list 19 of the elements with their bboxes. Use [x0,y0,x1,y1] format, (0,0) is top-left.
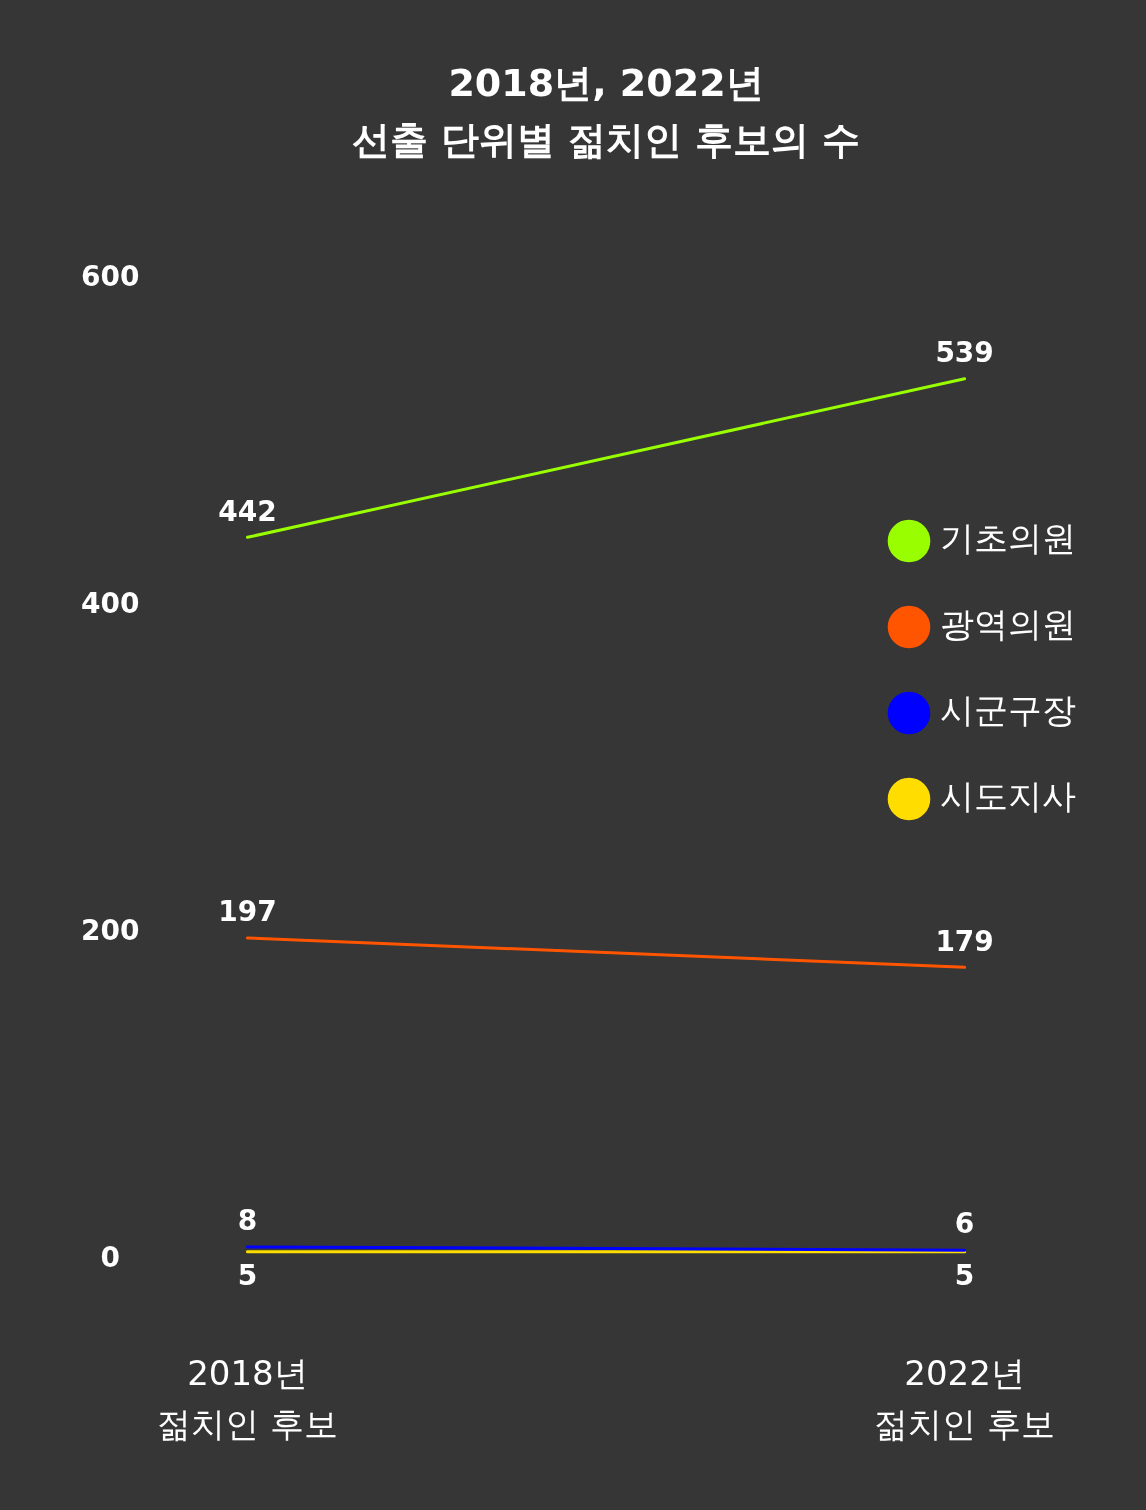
y-tick-label: 600 [81,260,140,294]
data-label: 5 [954,1259,975,1293]
data-label: 442 [218,494,277,528]
y-tick-label: 200 [81,914,140,948]
chart-title: 2018년, 2022년 선출 단위별 젊치인 후보의 수 [351,61,861,163]
legend-label: 시도지사 [940,775,1076,816]
x-tick-label: 2022년 젊치인 후보 [874,1353,1055,1445]
legend-label: 시군구장 [940,689,1076,730]
x-tick-label: 2018년 젊치인 후보 [157,1353,338,1445]
data-label: 539 [935,336,994,370]
data-label: 197 [218,895,277,929]
data-label: 5 [237,1259,258,1293]
legend-label: 광역의원 [940,603,1076,644]
data-label: 6 [954,1207,975,1241]
legend-label: 기초의원 [940,517,1076,558]
y-tick-label: 400 [81,587,140,621]
data-label: 179 [935,924,994,958]
data-label: 8 [237,1204,258,1238]
y-tick-label: 0 [100,1241,120,1275]
